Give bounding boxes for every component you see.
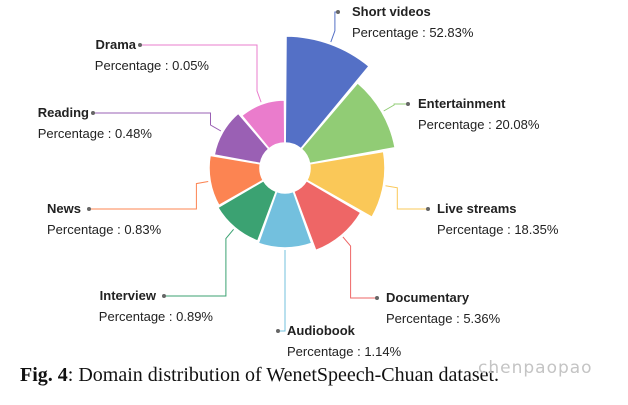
leader-dot-audiobook [276,329,280,333]
slice-drama [240,99,286,150]
figure-label: Fig. 4 [20,364,68,386]
leader-dot-drama [138,43,142,47]
label-value-reading: Percentage : 0.48% [38,126,153,141]
label-name-reading: Reading [38,105,89,120]
label-name-audiobook: Audiobook [287,323,356,338]
leader-line-news [89,181,209,210]
label-value-interview: Percentage : 0.89% [99,309,214,324]
leader-line-interview [164,228,234,297]
label-name-entertainment: Entertainment [418,96,506,111]
leader-line-reading [93,112,222,132]
slice-interview [217,179,278,242]
label-name-drama: Drama [96,37,137,52]
slice-reading [213,112,270,165]
label-value-entertainment: Percentage : 20.08% [418,117,540,132]
leader-line-entertainment [383,103,408,112]
label-name-live-streams: Live streams [437,201,517,216]
label-name-short-videos: Short videos [352,4,431,19]
label-value-news: Percentage : 0.83% [47,222,162,237]
label-value-live-streams: Percentage : 18.35% [437,222,559,237]
slice-live-streams [306,150,386,219]
caption-text: : Domain distribution of WenetSpeech-Chu… [67,364,500,386]
slice-news [208,154,264,207]
leader-line-documentary [342,236,377,299]
leader-line-drama [140,44,262,103]
slice-short-videos [284,35,370,150]
leader-line-short-videos [330,11,338,43]
label-name-news: News [47,201,81,216]
figure-caption: Fig. 4: Domain distribution of WenetSpee… [20,364,620,387]
leader-dot-news [87,207,91,211]
watermark: chenpaopao [478,358,593,378]
label-name-interview: Interview [100,288,157,303]
slice-audiobook [257,190,313,249]
leader-dot-interview [162,294,166,298]
label-value-documentary: Percentage : 5.36% [386,311,501,326]
slice-documentary [292,179,362,252]
leader-line-live-streams [385,185,428,210]
leader-dot-documentary [375,296,379,300]
label-value-short-videos: Percentage : 52.83% [352,25,474,40]
leader-dot-short-videos [336,10,340,14]
label-value-audiobook: Percentage : 1.14% [287,344,402,359]
label-value-drama: Percentage : 0.05% [95,58,210,73]
leader-dot-reading [91,111,95,115]
slice-entertainment [300,82,396,165]
leader-line-audiobook [278,250,286,332]
label-name-documentary: Documentary [386,290,470,305]
leader-dot-live-streams [426,207,430,211]
leader-dot-entertainment [406,102,410,106]
